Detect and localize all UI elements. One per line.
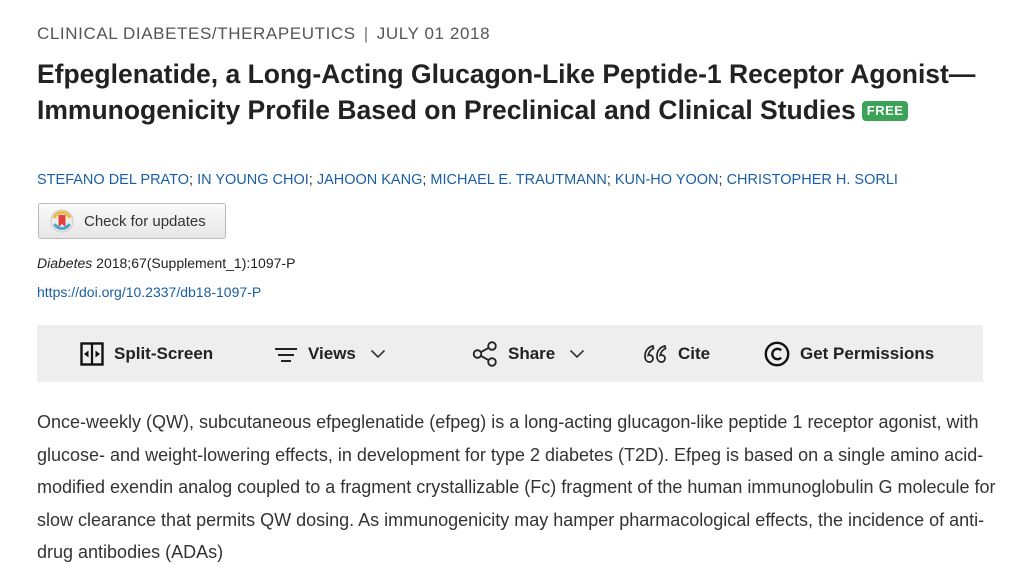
citation-details: 2018;67(Supplement_1):1097-P [92,255,296,271]
crossmark-icon [50,209,74,233]
author-separator: ; [308,172,313,188]
get-permissions-button[interactable]: Get Permissions [764,325,934,382]
article-date: JULY 01 2018 [376,24,491,43]
cite-button[interactable]: Cite [642,325,710,382]
menu-lines-icon [274,345,298,363]
copyright-icon [764,341,790,367]
author-separator: ; [606,172,611,188]
chevron-down-icon [569,349,585,359]
citation: Diabetes 2018;67(Supplement_1):1097-P [37,255,295,271]
share-icon [472,340,498,367]
author-link[interactable]: KUN-HO YOON [614,172,719,188]
article-title: Efpeglenatide, a Long-Acting Glucagon-Li… [37,56,977,128]
author-link[interactable]: CHRISTOPHER H. SORLI [726,172,898,188]
split-screen-label: Split-Screen [114,343,214,363]
meta-separator: | [363,24,369,43]
check-for-updates-label: Check for updates [84,212,206,230]
article-meta: CLINICAL DIABETES/THERAPEUTICS | JULY 01 2… [37,24,490,44]
author-link[interactable]: JAHOON KANG [316,172,423,188]
journal-name: Diabetes [37,255,93,271]
share-dropdown[interactable]: Share [472,325,585,382]
share-label: Share [508,343,556,363]
author-link[interactable]: IN YOUNG CHOI [197,172,309,188]
chevron-down-icon [370,349,386,359]
views-dropdown[interactable]: Views [274,325,386,382]
free-badge: FREE [861,101,909,121]
views-label: Views [308,343,356,363]
article-toolbar: Split-Screen Views [37,325,983,382]
author-link[interactable]: STEFANO DEL PRATO [37,172,190,188]
split-screen-button[interactable]: Split-Screen [80,325,213,382]
doi-link[interactable]: https://doi.org/10.2337/db18-1097-P [37,284,262,300]
author-separator: ; [189,172,194,188]
author-link[interactable]: MICHAEL E. TRAUTMANN [430,172,607,188]
check-for-updates-button[interactable]: Check for updates [38,203,226,239]
abstract-text: Once-weekly (QW), subcutaneous efpeglena… [37,412,996,562]
author-separator: ; [422,172,427,188]
article-category[interactable]: CLINICAL DIABETES/THERAPEUTICS [37,24,356,43]
article-title-text: Efpeglenatide, a Long-Acting Glucagon-Li… [37,59,976,125]
quote-icon [642,343,668,365]
get-permissions-label: Get Permissions [800,343,935,363]
split-screen-icon [80,341,104,366]
author-separator: ; [718,172,723,188]
author-list: STEFANO DEL PRATO; IN YOUNG CHOI; JAHOON K… [37,172,898,188]
cite-label: Cite [678,343,711,363]
